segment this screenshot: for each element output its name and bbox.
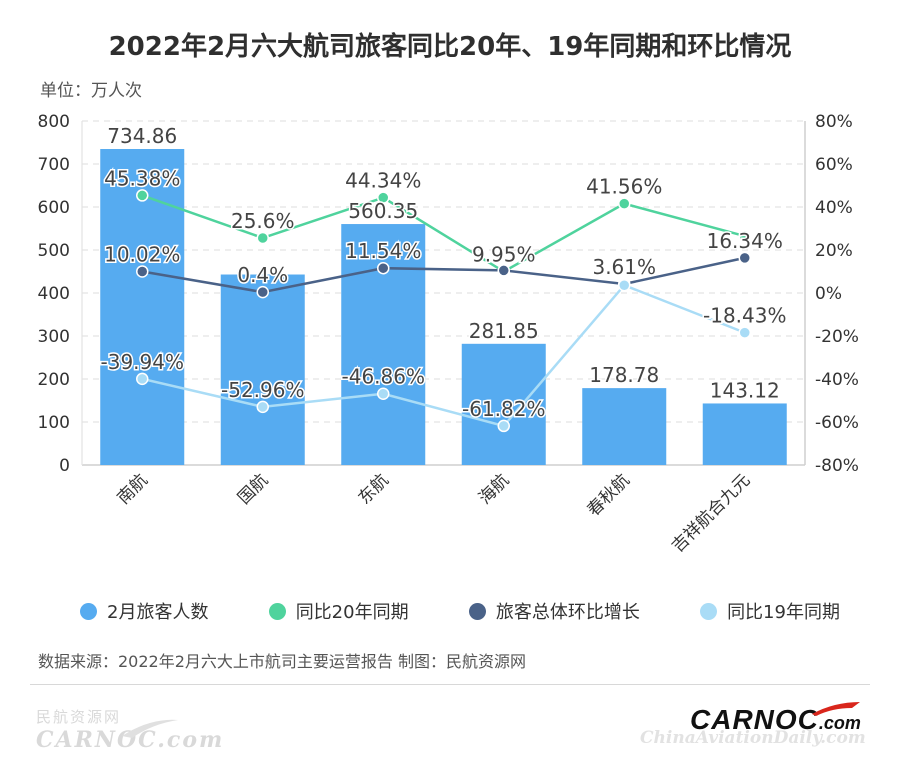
left-axis-tick-label: 400 (38, 284, 70, 304)
right-axis-tick-label: 80% (815, 112, 853, 132)
legend: 2月旅客人数 同比20年同期 旅客总体环比增长 同比19年同期 (80, 598, 840, 624)
right-axis-tick-label: 60% (815, 155, 853, 175)
bar-value-label: 560.35 (348, 199, 418, 223)
chart-title: 2022年2月六大航司旅客同比20年、19年同期和环比情况 (108, 32, 792, 62)
series-point (136, 372, 149, 386)
series-point (256, 400, 269, 414)
plane-swoosh-icon (122, 719, 178, 738)
logo-wing-icon (812, 702, 860, 716)
bar-series (100, 149, 787, 465)
series-point (377, 261, 390, 275)
series-line (142, 256, 746, 294)
line-value-label: 11.54% (345, 239, 421, 263)
line-value-label: -46.86% (342, 365, 425, 389)
category-label: 春秋航 (584, 470, 634, 520)
legend-marker (468, 602, 486, 620)
watermark-cn: 民航资源网 (36, 708, 122, 726)
series-point (497, 264, 510, 277)
bar-value-label: 143.12 (710, 378, 780, 402)
data-labels: 734.86 560.35 281.85 178.78 143.12 45.38% 25.6… (99, 123, 788, 423)
legend-item-passengers[interactable]: 2月旅客人数 (80, 598, 208, 624)
series-point (738, 326, 751, 339)
right-axis-tick-label: -80% (815, 456, 859, 476)
watermark-right: ChinaAviationDaily.com (640, 728, 866, 748)
line-value-label: 0.4% (237, 263, 288, 287)
legend-label: 2月旅客人数 (107, 602, 209, 623)
category-label: 海航 (475, 470, 513, 508)
series-point (377, 387, 390, 400)
bar (461, 343, 546, 465)
line-value-label: 41.56% (586, 175, 662, 199)
legend-marker (268, 602, 286, 620)
category-label: 南航 (114, 470, 152, 508)
legend-marker (700, 602, 718, 620)
axes: 0 100 200 300 400 500 600 700 800 -80% -60% -40% -20… (38, 112, 859, 557)
category-label: 东航 (355, 470, 393, 508)
series-point (497, 419, 510, 433)
series-line (141, 283, 746, 428)
logo-brand: CARNOC (690, 704, 819, 735)
left-axis-tick-label: 300 (38, 327, 70, 347)
combo-chart: 0 100 200 300 400 500 600 700 800 -80% -60% -40% -20… (38, 112, 859, 557)
line-value-label: 44.34% (345, 169, 421, 193)
line-value-label: 3.61% (592, 255, 656, 279)
series-point (256, 231, 269, 245)
bar (582, 388, 667, 465)
watermark-en: CARNOC.com (36, 727, 225, 753)
logo-domain: .com (818, 713, 861, 733)
legend-item-yoy-2019[interactable]: 同比19年同期 (700, 598, 840, 624)
source-note: 数据来源：2022年2月六大上市航司主要运营报告 制图：民航资源网 (38, 652, 526, 671)
series-point (256, 285, 269, 299)
series-point (738, 251, 751, 265)
left-axis-tick-label: 500 (38, 241, 70, 261)
right-axis-tick-label: 40% (815, 198, 853, 218)
left-axis-tick-label: 100 (38, 413, 70, 433)
bar-value-label: 281.85 (469, 319, 539, 343)
line-value-label: -39.94% (101, 350, 184, 374)
bar-value-label: 178.78 (589, 363, 659, 387)
right-axis-tick-label: -20% (815, 327, 859, 347)
series-line (141, 194, 746, 274)
line-value-label: -61.82% (462, 397, 545, 421)
right-axis-tick-label: 20% (815, 241, 853, 261)
line-value-label: 25.6% (231, 209, 295, 233)
series-point (738, 229, 751, 243)
legend-item-yoy-2020[interactable]: 同比20年同期 (268, 598, 409, 624)
line-value-label: -52.96% (221, 378, 304, 402)
left-axis-tick-label: 600 (38, 198, 70, 218)
left-axis-tick-label: 800 (38, 112, 70, 132)
category-label: 吉祥航合九元 (668, 470, 754, 556)
carnoc-logo: CARNOC.com (690, 704, 861, 736)
right-axis-tick-label: -40% (815, 370, 859, 390)
series-point (377, 191, 390, 204)
right-axis-tick-label: 0% (815, 284, 842, 304)
line-series (136, 189, 751, 433)
line-value-label: 45.38% (104, 166, 180, 190)
legend-label: 同比20年同期 (295, 602, 409, 623)
watermark-left: 民航资源网 CARNOC.com (36, 706, 224, 753)
left-axis-tick-label: 700 (38, 155, 70, 175)
series-point (136, 265, 149, 278)
category-label: 国航 (234, 470, 272, 508)
bar (220, 274, 305, 465)
footer-divider (30, 684, 870, 685)
legend-marker (80, 602, 97, 620)
series-point (618, 278, 631, 292)
bar-value-label: 734.86 (107, 124, 177, 148)
line-value-label: 16.34% (707, 229, 783, 253)
grid-lines (82, 120, 805, 423)
line-value-label: -18.43% (703, 304, 786, 328)
unit-label: 单位：万人次 (40, 81, 142, 101)
legend-label: 同比19年同期 (727, 602, 840, 623)
series-point (618, 197, 631, 210)
series-point (136, 189, 149, 202)
right-axis-tick-label: -60% (815, 413, 859, 433)
left-axis-tick-label: 0 (59, 456, 70, 476)
line-value-label: 10.02% (104, 242, 180, 266)
legend-label: 旅客总体环比增长 (495, 602, 640, 623)
line-value-label: 9.95% (472, 243, 536, 267)
legend-item-mom[interactable]: 旅客总体环比增长 (468, 598, 640, 624)
bar (702, 403, 787, 465)
left-axis-tick-label: 200 (38, 370, 70, 390)
